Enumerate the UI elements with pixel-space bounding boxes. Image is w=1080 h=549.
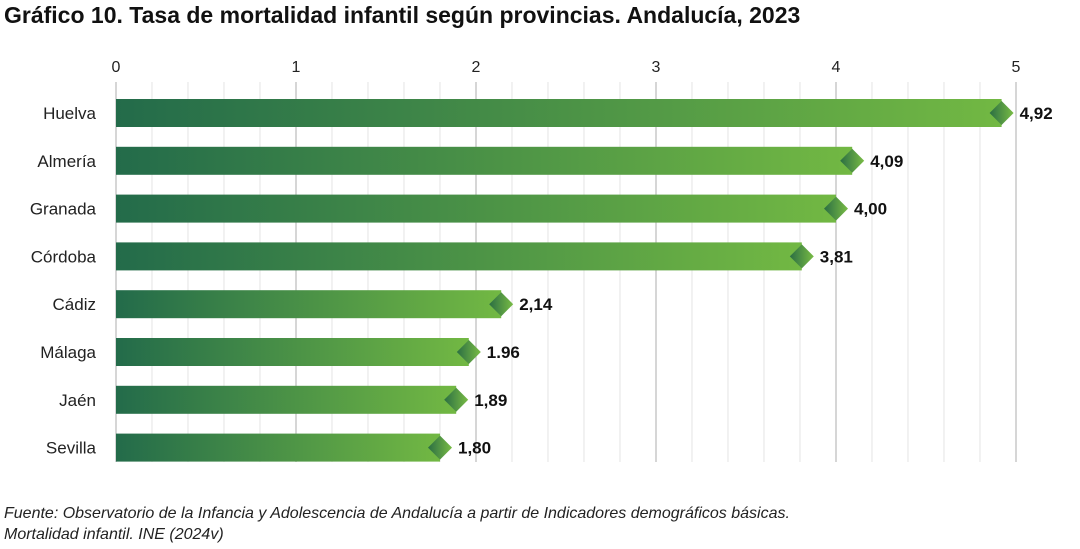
value-label: 2,14 [519, 295, 553, 314]
category-label: Jaén [59, 391, 96, 410]
x-tick-label: 1 [292, 59, 301, 76]
category-label: Málaga [40, 343, 96, 362]
source-line-2: Mortalidad infantil. INE (2024v) [4, 526, 224, 543]
chart-title: Gráfico 10. Tasa de mortalidad infantil … [4, 2, 801, 28]
category-label: Granada [30, 200, 97, 219]
bar-end-marker [444, 387, 469, 412]
gridlines [115, 82, 1017, 462]
bar-end-marker [840, 148, 865, 173]
value-label: 4,09 [870, 152, 903, 171]
bar-end-marker [789, 244, 814, 269]
bar-1 [116, 146, 853, 175]
bar-end-marker [824, 196, 848, 221]
category-labels: Huelva Almería Granada Córdoba Cádiz Málaga Ja… [30, 104, 97, 458]
x-tick-label: 3 [652, 59, 661, 76]
bar-3 [116, 242, 802, 271]
x-tick-label: 2 [472, 59, 481, 76]
value-labels: 4,92 4,09 4,00 3,81 2,14 1.96 1,89 1,80 [458, 104, 1053, 458]
bar-end-marker [428, 435, 452, 460]
bar-7 [116, 433, 440, 462]
bar-4 [116, 290, 502, 319]
bar-end-marker [989, 101, 1014, 125]
bar-6 [116, 385, 457, 414]
x-axis-ticks: 0 1 2 3 4 5 [112, 59, 1021, 76]
category-label: Córdoba [31, 247, 97, 266]
value-label: 1.96 [487, 343, 520, 362]
source-note: Fuente: Observatorio de la Infancia y Ad… [4, 503, 1064, 545]
bar-5 [116, 338, 469, 366]
value-label: 4,92 [1020, 104, 1053, 123]
category-label: Almería [37, 152, 96, 171]
category-label: Cádiz [53, 295, 96, 314]
category-label: Huelva [43, 104, 96, 123]
value-label: 1,80 [458, 439, 491, 458]
value-label: 1,89 [474, 391, 507, 410]
category-label: Sevilla [46, 439, 97, 458]
value-label: 3,81 [820, 247, 853, 266]
bar-end-marker [489, 292, 514, 317]
bar-end-marker [456, 340, 481, 364]
x-tick-label: 4 [832, 59, 841, 76]
bar-2 [116, 194, 836, 223]
bar-0 [116, 99, 1002, 127]
x-tick-label: 5 [1012, 59, 1021, 76]
source-line-1: Fuente: Observatorio de la Infancia y Ad… [4, 505, 790, 522]
bars [116, 99, 1014, 462]
x-tick-label: 0 [112, 59, 121, 76]
value-label: 4,00 [854, 200, 887, 219]
